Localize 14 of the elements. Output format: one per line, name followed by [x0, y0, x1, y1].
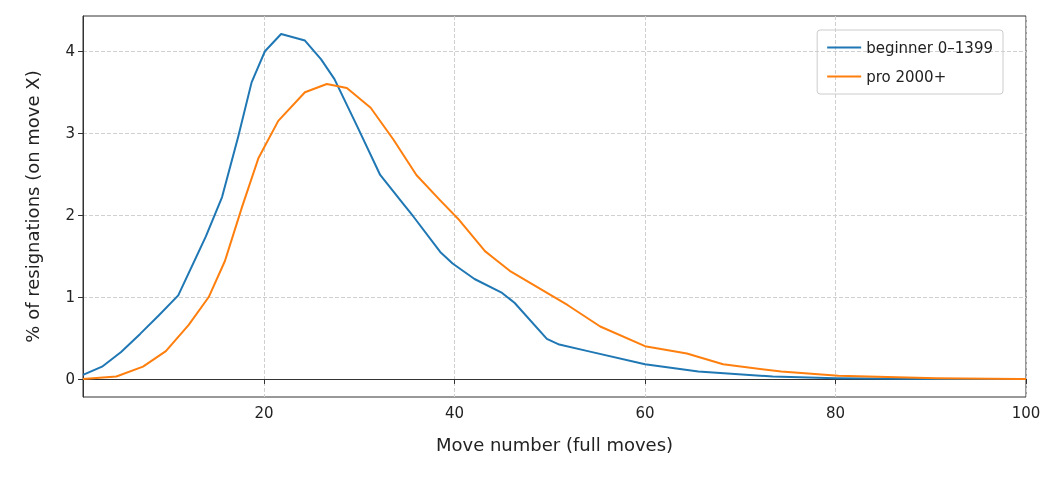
y-tick-label: 4 — [65, 42, 75, 61]
x-tick-label: 60 — [635, 403, 655, 422]
y-tick-label: 3 — [65, 124, 75, 143]
y-axis-title: % of resignations (on move X) — [21, 70, 43, 343]
y-tick-label: 0 — [65, 369, 75, 388]
legend-label: beginner 0–1399 — [866, 38, 994, 57]
x-tick-label: 80 — [825, 403, 846, 422]
x-axis-title: Move number (full moves) — [435, 433, 674, 455]
x-tick-label: 40 — [444, 403, 465, 422]
x-tick-label: 100 — [1011, 403, 1041, 422]
y-tick-label: 2 — [65, 206, 75, 225]
y-tick-label: 1 — [65, 288, 75, 307]
legend-label: pro 2000+ — [866, 67, 947, 86]
x-tick-label: 20 — [254, 403, 274, 422]
